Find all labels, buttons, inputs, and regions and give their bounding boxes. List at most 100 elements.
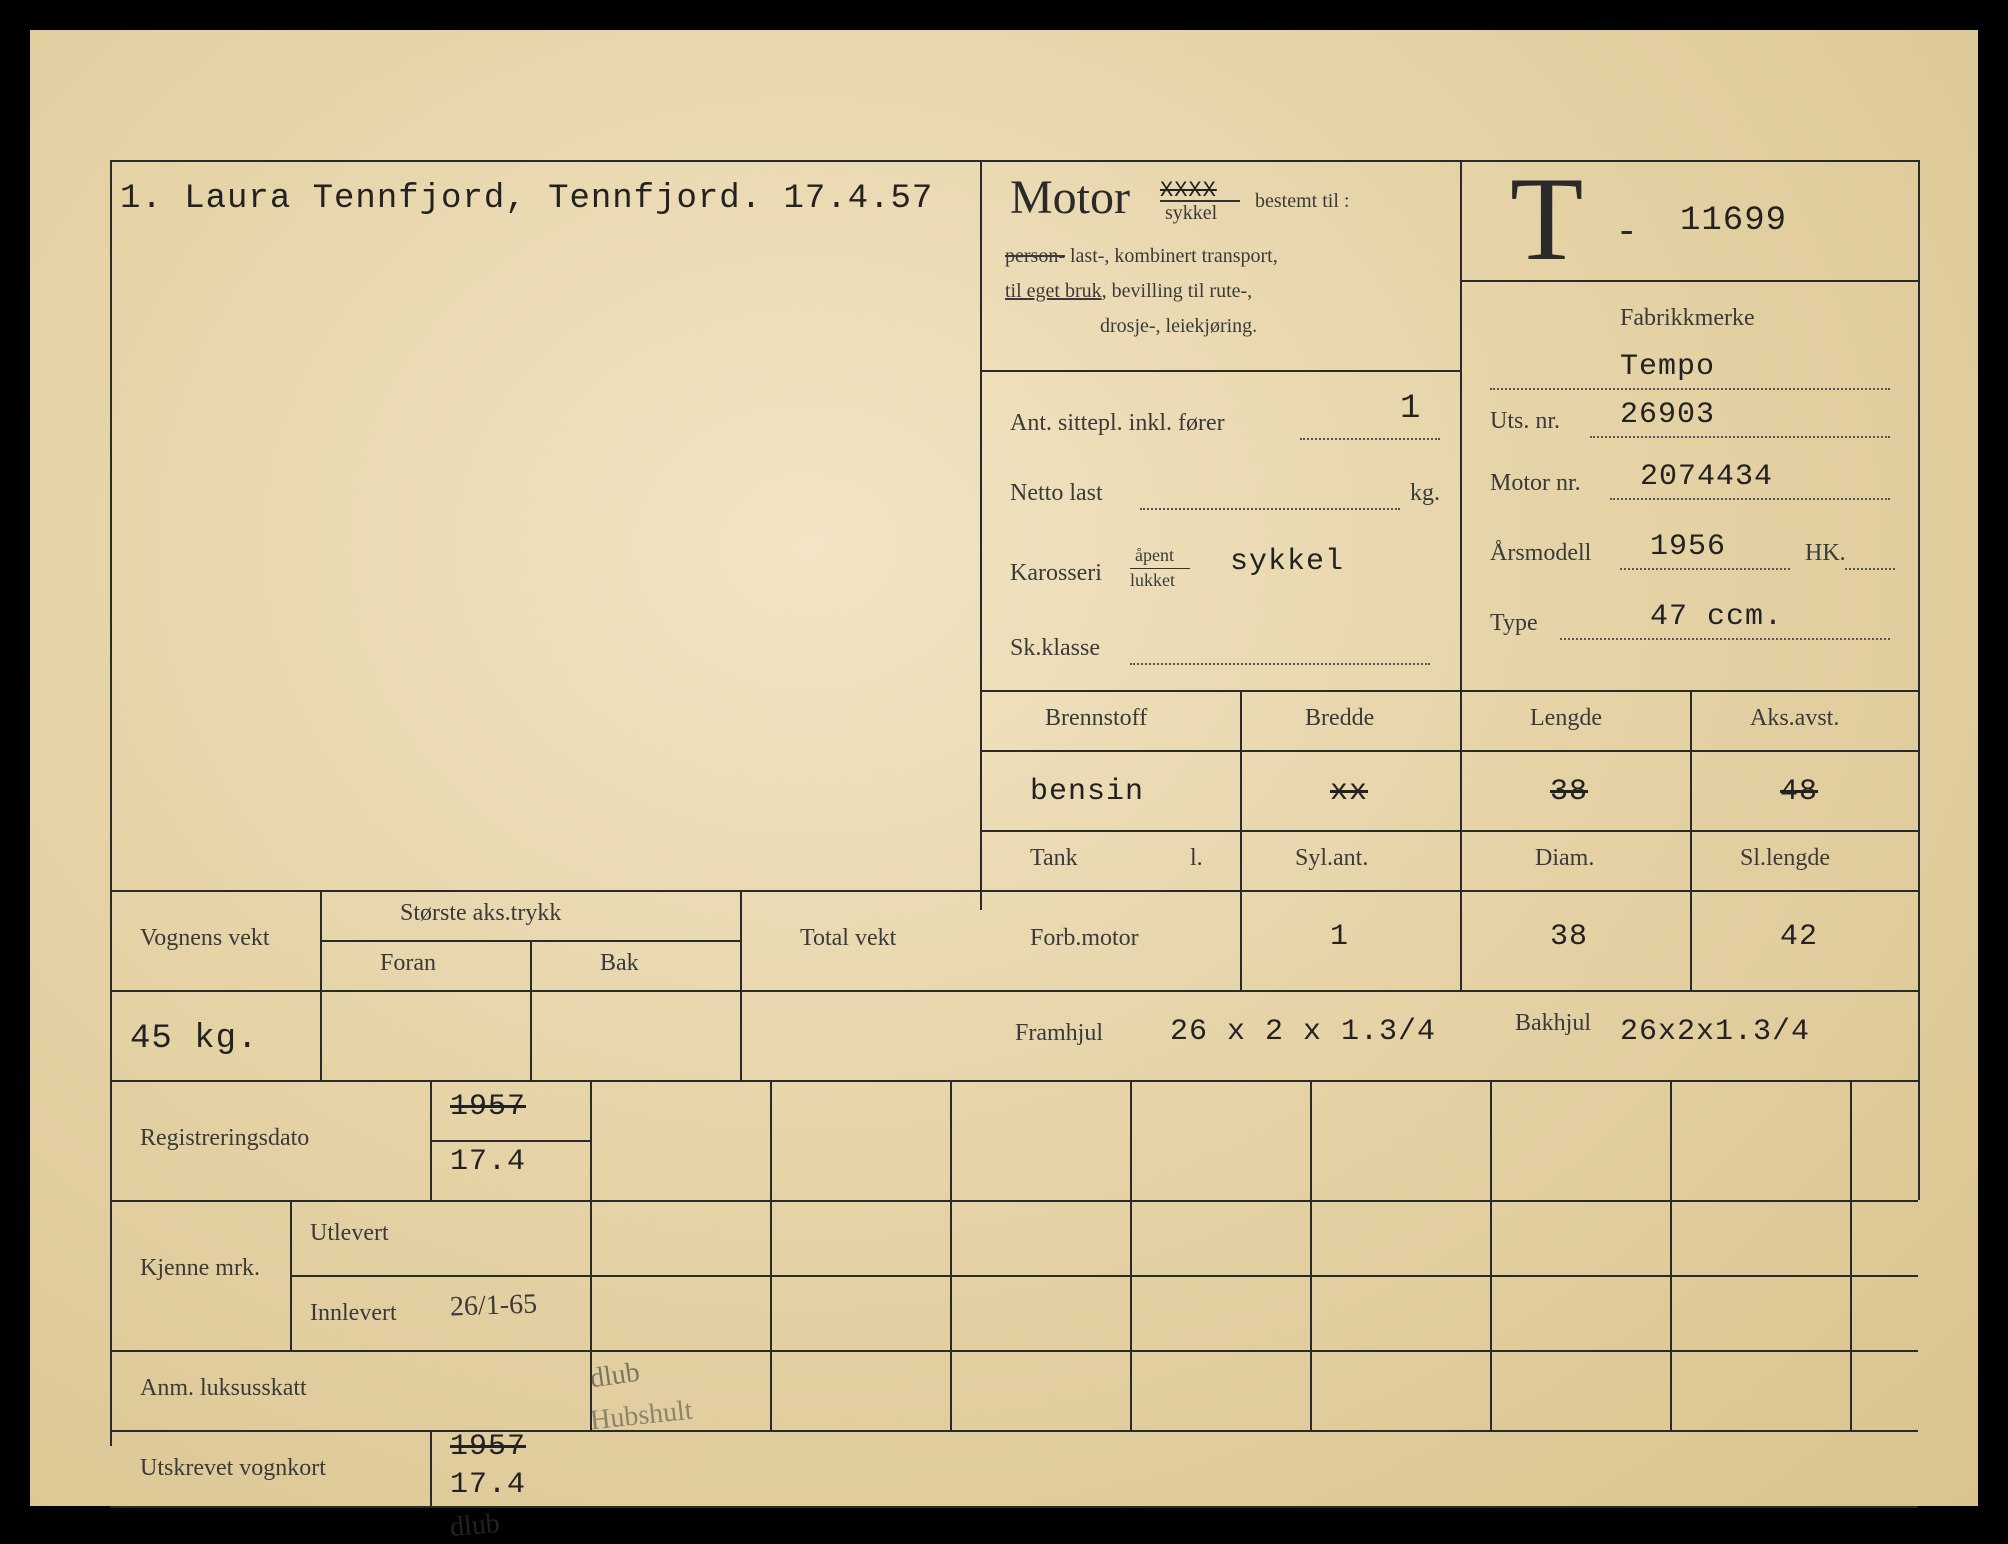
motor-line2-struck: person- bbox=[1005, 245, 1065, 267]
rule bbox=[110, 1200, 1918, 1202]
motor-bestemt: bestemt til : bbox=[1255, 190, 1349, 213]
hk-label: HK. bbox=[1805, 540, 1846, 567]
innlevert-label: Innlevert bbox=[310, 1300, 397, 1327]
rule bbox=[980, 750, 1918, 752]
lukket-label: lukket bbox=[1130, 570, 1175, 591]
rule bbox=[1130, 1080, 1132, 1430]
motor-line2-rest: last-, kombinert transport, bbox=[1065, 245, 1278, 267]
dotted bbox=[1560, 638, 1890, 640]
rule bbox=[530, 940, 532, 1080]
rule bbox=[1310, 1080, 1312, 1430]
brennstoff-label: Brennstoff bbox=[1045, 705, 1147, 732]
scribble: dlub bbox=[449, 1508, 501, 1544]
regdato-date: 17.4 bbox=[450, 1145, 526, 1179]
karosseri-label: Karosseri bbox=[1010, 560, 1102, 587]
rule bbox=[110, 1506, 1918, 1508]
motornr-value: 2074434 bbox=[1640, 460, 1773, 494]
rule bbox=[1490, 1080, 1492, 1430]
brennstoff-value: bensin bbox=[1030, 775, 1144, 809]
skklasse-label: Sk.klasse bbox=[1010, 635, 1100, 662]
rule bbox=[980, 690, 1918, 692]
anm-label: Anm. luksusskatt bbox=[140, 1375, 307, 1402]
dotted bbox=[1845, 568, 1895, 570]
rule bbox=[1240, 690, 1242, 990]
sylant-value: 1 bbox=[1330, 920, 1349, 954]
total-label: Total vekt bbox=[800, 925, 896, 952]
rule bbox=[980, 160, 982, 910]
rule bbox=[1850, 1080, 1852, 1430]
owner-line: 1. Laura Tennfjord, Tennfjord. 17.4.57 bbox=[120, 180, 933, 218]
fraction-rule bbox=[1130, 568, 1190, 569]
scribble: dlub bbox=[588, 1357, 642, 1396]
ant-label: Ant. sittepl. inkl. fører bbox=[1010, 410, 1225, 437]
rule bbox=[110, 1080, 1918, 1082]
apent-label: åpent bbox=[1135, 545, 1174, 566]
rule bbox=[110, 1350, 1918, 1352]
rule bbox=[1918, 160, 1920, 1200]
tank-unit: l. bbox=[1190, 845, 1203, 872]
vognens-value: 45 kg. bbox=[130, 1020, 258, 1058]
diam-value: 38 bbox=[1550, 920, 1588, 954]
motor-heading: Motor bbox=[1010, 170, 1130, 225]
sllengde-value: 42 bbox=[1780, 920, 1818, 954]
registration-card: 1. Laura Tennfjord, Tennfjord. 17.4.57 bbox=[30, 30, 1978, 1506]
motor-line3-und: til eget bruk bbox=[1005, 280, 1102, 302]
netto-label: Netto last bbox=[1010, 480, 1103, 507]
rule bbox=[430, 1430, 432, 1506]
rule bbox=[1670, 1080, 1672, 1430]
framhjul-label: Framhjul bbox=[1015, 1020, 1103, 1047]
fabrikk-title: Fabrikkmerke bbox=[1620, 305, 1755, 332]
rule bbox=[980, 370, 1460, 372]
bredde-label: Bredde bbox=[1305, 705, 1374, 732]
utlevert-label: Utlevert bbox=[310, 1220, 389, 1247]
regdato-label: Registreringsdato bbox=[140, 1125, 309, 1152]
utskrevet-label: Utskrevet vognkort bbox=[140, 1455, 326, 1482]
plate-number: 11699 bbox=[1680, 202, 1787, 240]
sllengde-label: Sl.lengde bbox=[1740, 845, 1830, 872]
motornr-label: Motor nr. bbox=[1490, 470, 1581, 497]
rule bbox=[1460, 690, 1462, 990]
sylant-label: Syl.ant. bbox=[1295, 845, 1368, 872]
karosseri-value: sykkel bbox=[1230, 545, 1344, 579]
rule bbox=[320, 890, 322, 1080]
lengde-label: Lengde bbox=[1530, 705, 1602, 732]
rule bbox=[950, 1080, 952, 1430]
forbmotor-label: Forb.motor bbox=[1030, 925, 1139, 952]
uts-value: 26903 bbox=[1620, 398, 1715, 432]
bak-label: Bak bbox=[600, 950, 639, 977]
utskrevet-date: 17.4 bbox=[450, 1468, 526, 1502]
motor-sykkel: sykkel bbox=[1165, 202, 1217, 225]
uts-label: Uts. nr. bbox=[1490, 408, 1560, 435]
storste-label: Største aks.trykk bbox=[400, 900, 561, 927]
aksavst-label: Aks.avst. bbox=[1750, 705, 1839, 732]
arsmodell-label: Årsmodell bbox=[1490, 540, 1591, 567]
rule bbox=[770, 1080, 772, 1430]
rule bbox=[430, 1140, 590, 1142]
aksavst-value: 48 bbox=[1780, 775, 1818, 809]
netto-unit: kg. bbox=[1410, 480, 1440, 507]
rule bbox=[1460, 160, 1462, 690]
dotted bbox=[1620, 568, 1790, 570]
lengde-value: 38 bbox=[1550, 775, 1588, 809]
kjenne-label: Kjenne mrk. bbox=[140, 1255, 260, 1282]
bakhjul-label: Bakhjul bbox=[1515, 1010, 1591, 1037]
type-label: Type bbox=[1490, 610, 1538, 637]
dotted bbox=[1140, 508, 1400, 510]
rule bbox=[1690, 690, 1692, 990]
rule bbox=[740, 890, 742, 1080]
motor-line4: drosje-, leiekjøring. bbox=[1100, 315, 1257, 338]
rule bbox=[110, 990, 1918, 992]
vognens-label: Vognens vekt bbox=[140, 925, 270, 952]
dotted bbox=[1590, 436, 1890, 438]
arsmodell-value: 1956 bbox=[1650, 530, 1726, 564]
tank-label: Tank bbox=[1030, 845, 1078, 872]
rule bbox=[980, 830, 1918, 832]
rule bbox=[110, 1430, 1918, 1432]
bredde-value: xx bbox=[1330, 775, 1368, 809]
bakhjul-value: 26x2x1.3/4 bbox=[1620, 1015, 1810, 1049]
motor-line3-rest: , bevilling til rute-, bbox=[1102, 280, 1253, 302]
rule bbox=[110, 160, 1918, 162]
dotted bbox=[1300, 438, 1440, 440]
ant-value: 1 bbox=[1400, 390, 1421, 428]
regdato-year: 1957 bbox=[450, 1090, 526, 1124]
